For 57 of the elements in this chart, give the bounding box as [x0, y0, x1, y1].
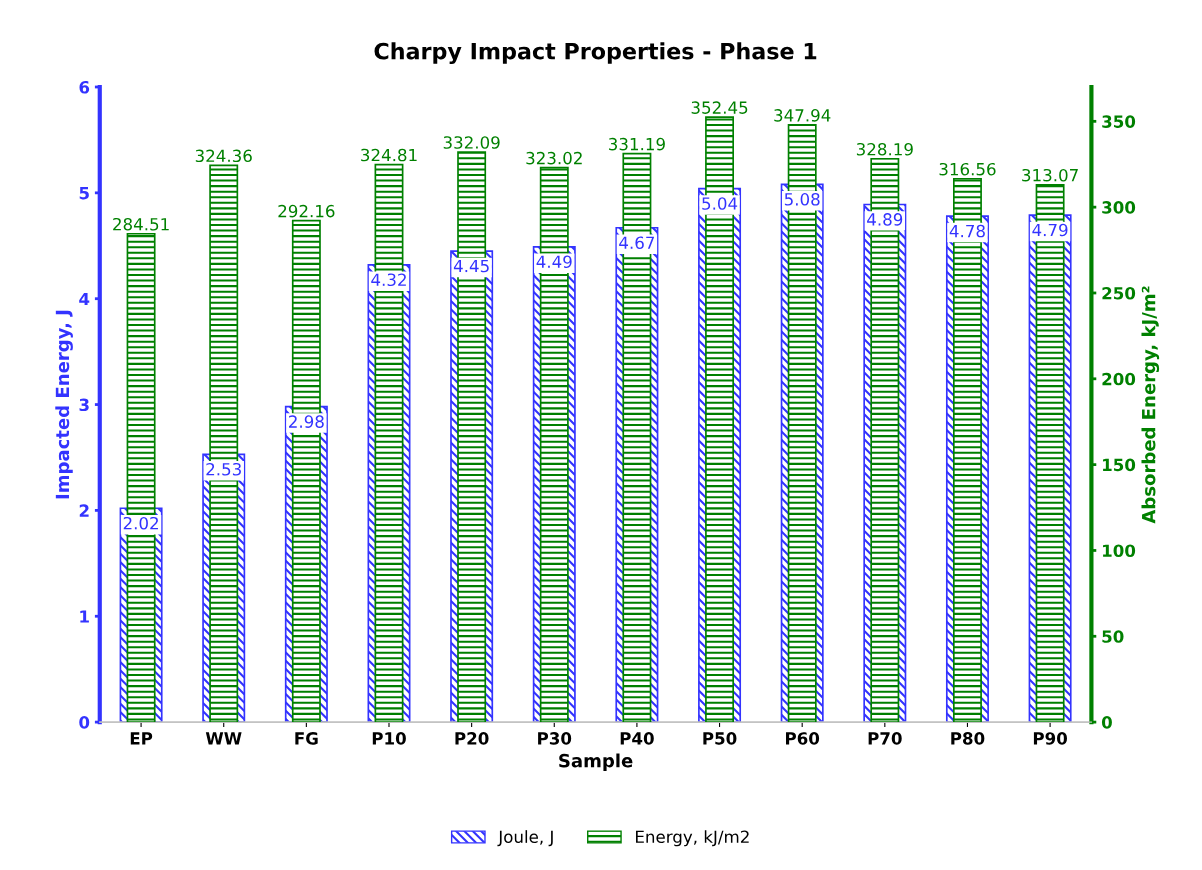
data-label: 4.78	[949, 224, 985, 238]
y2-tick-label: 50	[1102, 630, 1124, 643]
data-label: 316.56	[939, 162, 996, 176]
x-tick-label: P50	[703, 732, 737, 745]
y2-tick-label: 250	[1102, 286, 1136, 300]
y-tick-label: 6	[79, 80, 90, 94]
data-label: 4.32	[371, 273, 406, 287]
x-tick-label: P30	[538, 732, 572, 745]
y-tick-label: 5	[79, 187, 89, 200]
y-tick-label: 1	[80, 610, 89, 623]
data-label: 347.94	[774, 109, 831, 122]
x-tick-label: P70	[868, 732, 902, 745]
data-label: 4.79	[1032, 223, 1068, 237]
y-tick-label: 2	[79, 504, 89, 517]
data-label: 2.02	[123, 516, 158, 530]
data-label: 323.02	[526, 151, 582, 165]
y2-tick-label: 100	[1103, 544, 1136, 558]
y2-tick-label: 350	[1102, 115, 1136, 128]
legend-label: Joule, J	[497, 830, 553, 847]
x-tick-label: P10	[372, 732, 406, 745]
x-axis-title: Sample	[559, 753, 633, 771]
x-tick-label: EP	[130, 732, 153, 745]
data-label: 4.45	[453, 259, 489, 273]
x-tick-label: P90	[1033, 732, 1067, 745]
data-label: 4.89	[867, 213, 903, 226]
x-tick-label: P40	[620, 732, 654, 745]
data-label: 2.98	[289, 415, 324, 428]
data-label: 5.04	[702, 197, 738, 210]
data-label: 313.07	[1022, 168, 1078, 182]
x-tick-label: P20	[455, 732, 489, 745]
data-label: 352.45	[691, 101, 748, 114]
y-axis-title: Impacted Energy, J	[55, 310, 73, 499]
data-label: 284.51	[113, 217, 169, 231]
x-tick-label: WW	[205, 732, 242, 745]
y2-tick-label: 0	[1101, 716, 1112, 729]
x-tick-label: P60	[786, 732, 820, 745]
x-tick-label: FG	[295, 732, 318, 745]
data-label: 5.08	[784, 193, 820, 206]
data-label: 324.81	[361, 148, 417, 162]
chart-title: Charpy Impact Properties - Phase 1	[374, 42, 817, 65]
data-label: 292.16	[278, 204, 335, 218]
y-tick-label: 3	[79, 398, 89, 412]
data-label: 331.19	[609, 137, 665, 151]
data-label: 332.09	[443, 136, 500, 149]
y2-tick-label: 200	[1102, 372, 1136, 386]
data-label: 328.19	[856, 142, 913, 156]
y2-tick-label: 300	[1102, 201, 1136, 214]
legend-label: Energy, kJ/m2	[636, 830, 749, 847]
data-label: 4.67	[619, 236, 655, 250]
data-label: 324.36	[195, 149, 252, 163]
y2-tick-label: 150	[1103, 458, 1136, 472]
y-tick-label: 0	[79, 716, 90, 729]
x-tick-label: P80	[951, 732, 985, 745]
y-tick-label: 4	[79, 292, 90, 306]
y2-axis-title: Absorbed Energy, kJ/m²	[1141, 286, 1160, 524]
data-label: 4.49	[536, 255, 572, 269]
data-label: 2.53	[206, 462, 241, 476]
